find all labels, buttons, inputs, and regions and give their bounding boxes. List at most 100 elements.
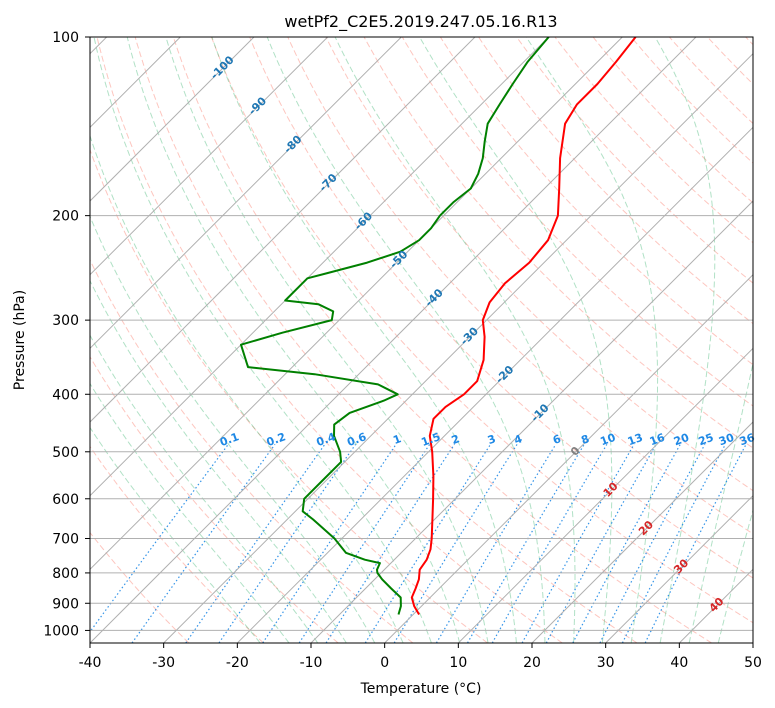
moist-adiabat: [90, 334, 319, 643]
isotherm-label: 0: [568, 444, 583, 459]
dry-adiabat: [745, 37, 753, 46]
moist-adiabat: [90, 134, 404, 643]
dry-adiabat: [90, 531, 190, 643]
mixing-ratio-label: 0.2: [265, 430, 288, 449]
isotherm-label: -20: [493, 363, 516, 386]
mixing-ratio-line: [491, 443, 608, 643]
isotherm-label: 20: [636, 518, 656, 538]
dry-adiabat: [249, 37, 753, 579]
isotherm-label: -100: [208, 53, 237, 82]
isotherm: [90, 37, 476, 423]
isotherm-label: 30: [671, 556, 691, 576]
x-tick-label: 0: [380, 655, 389, 671]
isotherm: [752, 642, 753, 643]
dry-adiabat: [439, 37, 753, 366]
y-tick-label: 500: [52, 445, 79, 461]
mixing-ratio-label: 10: [599, 431, 618, 449]
dry-adiabat: [90, 445, 264, 643]
moist-adiabat: [90, 215, 376, 643]
mixing-ratio-line: [393, 443, 518, 643]
isotherm: [531, 421, 753, 643]
isotherm: [310, 200, 753, 643]
isotherm-label: -60: [352, 209, 375, 232]
background-lines: [90, 37, 753, 643]
isotherm: [90, 37, 402, 350]
mixing-ratio-line: [90, 443, 229, 633]
dry-adiabat: [669, 37, 753, 125]
chart-title: wetPf2_C2E5.2019.247.05.16.R13: [284, 12, 557, 32]
line-labels: -100-90-80-70-60-50-40-30-20-10010203040…: [208, 53, 757, 615]
mixing-ratio-label: 30: [717, 431, 736, 449]
mixing-ratio-label: 4: [512, 432, 524, 447]
moist-adiabat: [688, 361, 753, 643]
y-axis-ticks: 100 200 300 400 500 600 700 800 900 1000: [43, 30, 90, 639]
grid: [90, 37, 753, 643]
mixing-ratio-line: [435, 443, 557, 643]
isotherm: [90, 37, 550, 497]
mixing-ratio-label: 16: [648, 431, 667, 449]
moist-adiabat: [90, 426, 261, 643]
mixing-ratio-line: [621, 444, 726, 643]
isotherm: [678, 568, 753, 643]
mixing-ratio-label: 13: [626, 431, 645, 448]
mixing-ratio-line: [521, 444, 635, 643]
mixing-ratio-label: 3: [486, 432, 498, 447]
isotherm: [384, 273, 753, 643]
x-axis-ticks: -40 -30 -20 -10 0 10 20 30 40 50: [79, 643, 762, 671]
dry-adiabat: [325, 37, 753, 492]
mixing-ratio-line: [131, 443, 276, 643]
mixing-ratio-label: 1: [391, 432, 403, 447]
isotherm-label: 10: [601, 479, 621, 499]
mixing-ratio-label: 8: [579, 432, 591, 447]
isotherm: [90, 37, 255, 202]
moist-adiabat: [419, 37, 613, 643]
y-tick-label: 400: [52, 387, 79, 403]
profile-lines: [240, 37, 637, 616]
x-tick-label: -10: [300, 655, 323, 671]
isotherm: [605, 494, 753, 643]
dry-adiabat: [90, 355, 339, 643]
dry-adiabat: [90, 258, 414, 643]
y-tick-label: 700: [52, 532, 79, 548]
isotherm: [236, 126, 753, 643]
temperature-line: [410, 37, 637, 616]
y-tick-label: 300: [52, 313, 79, 329]
moist-adiabat: [93, 37, 432, 643]
mixing-ratio-line: [644, 444, 747, 643]
moist-adiabat: [334, 37, 576, 643]
mixing-ratio-line: [545, 443, 657, 643]
isotherm-label: -70: [317, 171, 340, 194]
isotherm: [457, 347, 753, 643]
y-axis-label: Pressure (hPa): [12, 290, 28, 390]
dry-adiabat: [592, 37, 753, 204]
isotherm-label: -40: [423, 286, 446, 309]
y-tick-label: 100: [52, 30, 79, 46]
isotherm-label: 40: [707, 595, 727, 615]
isotherm: [90, 37, 329, 276]
moist-adiabat: [126, 37, 461, 643]
dry-adiabat: [211, 37, 753, 624]
mixing-ratio-line: [572, 444, 681, 643]
mixing-ratio-label: 1.5: [419, 430, 442, 449]
dewpoint-line: [240, 37, 550, 615]
x-tick-label: 10: [449, 655, 467, 671]
moist-adiabat: [90, 382, 290, 643]
mixing-ratio-label: 6: [551, 432, 563, 447]
isotherm: [163, 52, 753, 643]
isotherm-label: -50: [387, 248, 410, 271]
x-tick-label: -30: [152, 655, 175, 671]
x-axis-label: Temperature (°C): [360, 681, 482, 697]
x-tick-label: -20: [226, 655, 249, 671]
mixing-ratio-line: [364, 443, 492, 643]
dry-adiabat: [478, 37, 753, 325]
mixing-ratio-label: 2: [450, 432, 462, 447]
mixing-ratio-line: [599, 444, 706, 643]
mixing-ratio-line: [185, 443, 326, 643]
mixing-ratio-label: 20: [672, 431, 691, 449]
isotherm-label: -90: [246, 94, 269, 117]
y-tick-label: 800: [52, 566, 79, 582]
moist-adiabat: [266, 37, 546, 643]
moist-adiabat: [654, 37, 716, 643]
dry-adiabat: [287, 37, 753, 535]
